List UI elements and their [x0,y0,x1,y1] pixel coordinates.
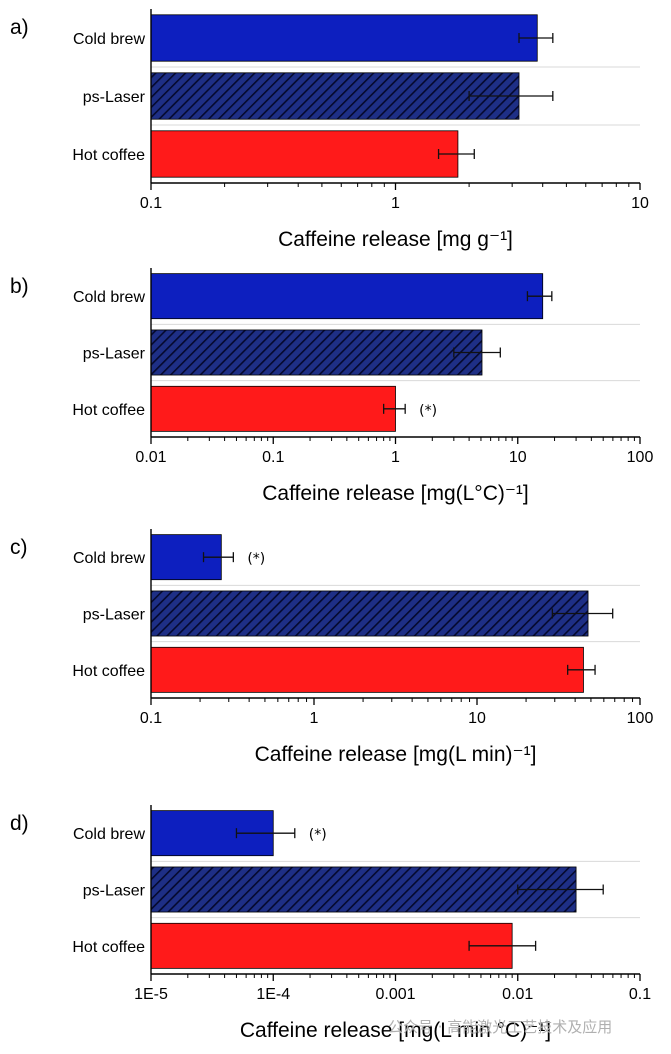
category-label: Hot coffee [72,939,145,956]
panel-d: d) Cold brew (*) ps-Laser Hot coffee 1E-5 1E-4… [10,805,651,1042]
bar-annotation: (*) [419,403,437,419]
x-axis-title: Caffeine release [mg(L°C)⁻¹] [262,482,529,505]
bar [150,273,544,320]
category-label: Cold brew [73,550,145,567]
tick-label: 100 [627,449,654,466]
category-label: ps-Laser [83,607,146,624]
bar [150,922,513,969]
x-axis-title: Caffeine release [mg g⁻¹] [278,228,513,251]
category-label: ps-Laser [83,346,146,363]
tick-label: 0.01 [502,986,533,1003]
category-label: Cold brew [73,826,145,843]
panel-label: d) [10,812,29,835]
category-label: ps-Laser [83,883,146,900]
tick-label: 0.1 [140,710,162,727]
bar [150,866,577,913]
bar [150,130,459,178]
panel-label: b) [10,275,29,298]
panel-c: c) Cold brew (*) ps-Laser Hot coffee 0.1 1 10 10… [10,529,653,766]
bar [150,14,538,62]
bar [150,646,584,693]
bar-annotation: (*) [309,827,327,843]
tick-label: 1 [310,710,319,727]
tick-label: 1E-5 [134,986,168,1003]
tick-label: 0.1 [140,195,162,212]
tick-label: 0.001 [375,986,415,1003]
category-label: ps-Laser [83,89,146,106]
bar [150,72,520,120]
tick-label: 10 [468,710,486,727]
category-label: Hot coffee [72,402,145,419]
watermark: 公众号 · 高能激光工艺技术及应用 [388,1018,613,1036]
panel-a: a) Cold brew ps-Laser Hot coffee 0.1 1 10 Caffe… [10,9,649,251]
tick-label: 1E-4 [256,986,290,1003]
tick-label: 10 [509,449,527,466]
category-label: Hot coffee [72,663,145,680]
tick-label: 1 [391,195,400,212]
tick-label: 0.1 [262,449,284,466]
panel-label: c) [10,536,28,559]
category-label: Cold brew [73,289,145,306]
tick-label: 10 [631,195,649,212]
panel-label: a) [10,16,29,39]
tick-label: 0.01 [135,449,166,466]
panel-b: b) Cold brew ps-Laser Hot coffee (*) 0.01 0.1 1… [10,268,653,505]
tick-label: 100 [627,710,654,727]
tick-label: 1 [391,449,400,466]
x-axis-title: Caffeine release [mg(L min)⁻¹] [255,743,537,766]
tick-label: 0.1 [629,986,651,1003]
x-axis-title: Caffeine release [mg(L min °C)⁻¹] [240,1019,551,1042]
bar [150,590,589,637]
category-label: Hot coffee [72,147,145,164]
bar-annotation: (*) [247,551,265,567]
bar [150,329,483,376]
bar [150,385,396,432]
category-label: Cold brew [73,31,145,48]
